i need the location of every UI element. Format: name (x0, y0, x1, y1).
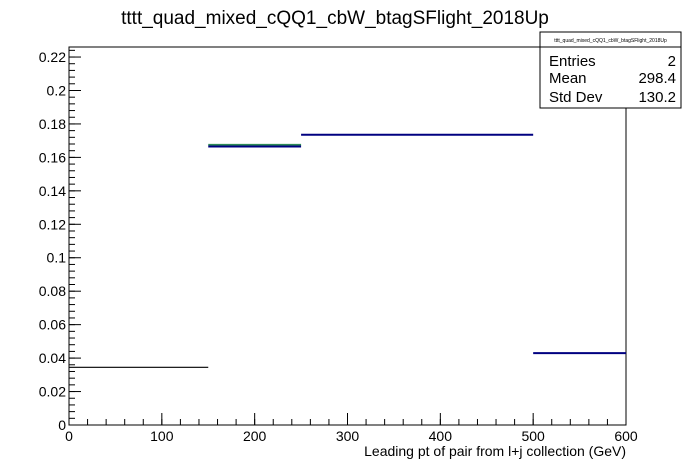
x-tick-label: 500 (521, 428, 545, 444)
x-tick-label: 300 (336, 428, 360, 444)
y-tick-label: 0.18 (39, 116, 66, 132)
x-tick-label: 200 (243, 428, 267, 444)
y-tick-label: 0.12 (39, 216, 66, 232)
y-tick-label: 0.2 (47, 82, 67, 98)
stats-mean-value: 298.4 (638, 70, 676, 87)
stats-box-frame (539, 31, 682, 109)
x-axis-label: Leading pt of pair from l+j collection (… (364, 443, 626, 459)
y-tick-label: 0 (58, 417, 66, 433)
stats-box: tttt_quad_mixed_cQQ1_cbW_btagSFlight_201… (539, 31, 682, 109)
x-tick-label: 400 (429, 428, 453, 444)
stats-mean-label: Mean (549, 70, 587, 87)
y-tick-label: 0.16 (39, 149, 66, 165)
x-axis: 0 100 200 300 400 500 600 (65, 413, 638, 444)
y-tick-label: 0.08 (39, 283, 66, 299)
y-tick-label: 0.22 (39, 49, 66, 65)
y-tick-label: 0.04 (39, 350, 66, 366)
y-axis: 0 0.02 0.04 0.06 0.08 0.1 0.12 0.14 0.16 0.18 0.2 0… (39, 49, 81, 433)
x-tick-label: 600 (614, 428, 638, 444)
stats-entries-value: 2 (668, 53, 676, 70)
stats-stddev-label: Std Dev (549, 89, 603, 106)
histogram-bins (69, 133, 626, 368)
y-tick-label: 0.1 (47, 250, 67, 266)
stats-stddev-value: 130.2 (638, 89, 676, 106)
stats-box-title: tttt_quad_mixed_cQQ1_cbW_btagSFlight_201… (554, 38, 667, 44)
x-tick-label: 0 (65, 428, 73, 444)
y-tick-label: 0.06 (39, 317, 66, 333)
chart-title: tttt_quad_mixed_cQQ1_cbW_btagSFlight_201… (121, 8, 549, 29)
stats-entries-label: Entries (549, 53, 596, 70)
x-tick-label: 100 (150, 428, 174, 444)
y-tick-label: 0.02 (39, 384, 66, 400)
y-tick-label: 0.14 (39, 183, 66, 199)
